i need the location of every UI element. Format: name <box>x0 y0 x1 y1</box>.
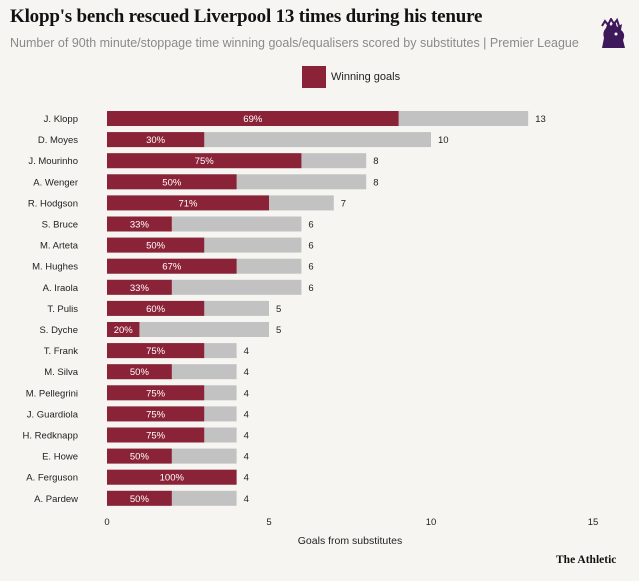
total-label-d-moyes: 10 <box>438 135 449 146</box>
winning-bar-m-silva <box>107 364 172 380</box>
winning-bar-a-pardew <box>107 490 172 506</box>
category-label-m-pellegrini: M. Pellegrini <box>26 388 78 399</box>
pct-label-a-iraola: 33% <box>130 283 150 294</box>
total-label-s-bruce: 6 <box>308 220 313 231</box>
pct-label-m-hughes: 67% <box>162 262 182 273</box>
x-tick-label-5: 5 <box>266 517 271 528</box>
total-label-m-silva: 4 <box>244 367 249 378</box>
x-axis-label: Goals from substitutes <box>298 535 402 547</box>
category-label-m-hughes: M. Hughes <box>32 262 78 273</box>
pct-label-a-wenger: 50% <box>162 177 182 188</box>
legend-label-winning-goals: Winning goals <box>331 71 401 83</box>
category-label-j-klopp: J. Klopp <box>44 114 78 125</box>
winning-bar-s-dyche <box>107 322 140 337</box>
total-label-e-howe: 4 <box>244 452 249 463</box>
pct-label-m-arteta: 50% <box>146 241 166 252</box>
winning-bar-a-ferguson <box>107 469 237 485</box>
category-label-s-bruce: S. Bruce <box>42 220 78 231</box>
pct-label-t-frank: 75% <box>146 346 166 357</box>
winning-bar-a-iraola <box>107 279 172 295</box>
winning-bar-e-howe <box>107 448 172 464</box>
total-bar-s-dyche <box>107 322 269 337</box>
pct-label-t-pulis: 60% <box>146 304 166 315</box>
total-label-m-hughes: 6 <box>308 262 313 273</box>
pct-label-d-moyes: 30% <box>146 135 166 146</box>
category-label-j-mourinho: J. Mourinho <box>28 156 78 167</box>
legend-swatch-winning-goals <box>302 66 326 88</box>
x-tick-label-15: 15 <box>588 517 599 528</box>
total-label-t-pulis: 5 <box>276 304 281 315</box>
total-label-j-guardiola: 4 <box>244 409 249 420</box>
winning-bar-s-bruce <box>107 216 172 232</box>
category-label-a-iraola: A. Iraola <box>43 283 79 294</box>
total-label-r-hodgson: 7 <box>341 198 346 209</box>
winning-bar-m-arteta <box>107 237 205 253</box>
winning-bar-t-pulis <box>107 300 205 316</box>
x-tick-label-0: 0 <box>104 517 109 528</box>
category-label-e-howe: E. Howe <box>42 452 78 463</box>
the-athletic-logo: The Athletic <box>556 554 617 566</box>
pct-label-j-guardiola: 75% <box>146 409 166 420</box>
total-label-a-wenger: 8 <box>373 177 378 188</box>
premier-league-lion-icon <box>601 18 625 48</box>
winning-bar-m-pellegrini <box>107 385 205 401</box>
total-label-a-ferguson: 4 <box>244 473 249 484</box>
winning-bar-a-wenger <box>107 174 237 190</box>
total-label-m-arteta: 6 <box>308 241 313 252</box>
winning-bar-d-moyes <box>107 132 205 148</box>
pct-label-j-mourinho: 75% <box>195 156 215 167</box>
total-label-a-pardew: 4 <box>244 494 249 505</box>
category-label-h-redknapp: H. Redknapp <box>23 431 78 442</box>
category-label-s-dyche: S. Dyche <box>39 325 78 336</box>
winning-bar-m-hughes <box>107 258 237 274</box>
category-label-t-frank: T. Frank <box>44 346 79 357</box>
pct-label-a-ferguson: 100% <box>160 473 185 484</box>
x-tick-label-10: 10 <box>426 517 437 528</box>
category-label-t-pulis: T. Pulis <box>47 304 78 315</box>
winning-bar-j-guardiola <box>107 406 205 422</box>
winning-bar-j-mourinho <box>107 153 302 169</box>
category-label-r-hodgson: R. Hodgson <box>28 198 78 209</box>
total-label-a-iraola: 6 <box>308 283 313 294</box>
chart-legend: Winning goals <box>302 66 400 88</box>
total-label-j-klopp: 13 <box>535 114 546 125</box>
category-label-a-ferguson: A. Ferguson <box>26 473 78 484</box>
total-label-j-mourinho: 8 <box>373 156 378 167</box>
winning-bar-t-frank <box>107 343 205 359</box>
winning-bar-r-hodgson <box>107 195 269 211</box>
category-label-m-arteta: M. Arteta <box>40 241 79 252</box>
category-label-a-pardew: A. Pardew <box>34 494 78 505</box>
category-label-m-silva: M. Silva <box>44 367 79 378</box>
pct-label-r-hodgson: 71% <box>178 198 198 209</box>
category-label-d-moyes: D. Moyes <box>38 135 78 146</box>
total-label-h-redknapp: 4 <box>244 431 249 442</box>
total-label-s-dyche: 5 <box>276 325 281 336</box>
chart-subtitle: Number of 90th minute/stoppage time winn… <box>10 36 579 50</box>
chart-title: Klopp's bench rescued Liverpool 13 times… <box>10 6 483 27</box>
total-label-m-pellegrini: 4 <box>244 388 249 399</box>
total-label-t-frank: 4 <box>244 346 249 357</box>
pct-label-a-pardew: 50% <box>130 494 150 505</box>
pct-label-j-klopp: 69% <box>243 114 263 125</box>
pct-label-m-pellegrini: 75% <box>146 388 166 399</box>
pct-label-s-dyche: 20% <box>114 325 134 336</box>
pct-label-s-bruce: 33% <box>130 220 150 231</box>
pct-label-h-redknapp: 75% <box>146 431 166 442</box>
winning-bar-j-klopp <box>107 111 399 126</box>
pct-label-m-silva: 50% <box>130 367 150 378</box>
category-label-j-guardiola: J. Guardiola <box>27 409 79 420</box>
category-label-a-wenger: A. Wenger <box>33 177 78 188</box>
pct-label-e-howe: 50% <box>130 452 150 463</box>
winning-bar-h-redknapp <box>107 427 205 443</box>
